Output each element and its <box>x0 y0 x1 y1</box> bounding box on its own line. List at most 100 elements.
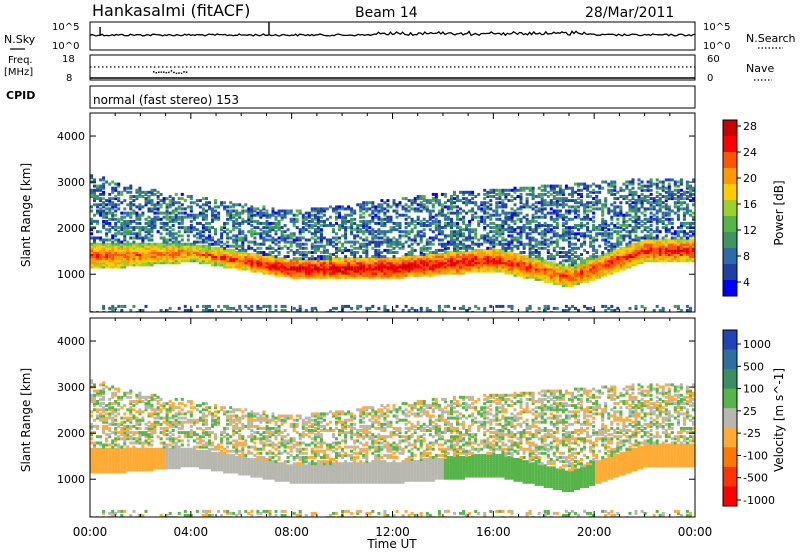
power-cell <box>153 226 157 230</box>
power-cell <box>117 259 121 263</box>
power-cell <box>108 224 112 227</box>
power-cell <box>186 238 190 242</box>
power-cell <box>301 228 305 232</box>
power-cell <box>386 257 390 261</box>
power-cell <box>96 211 99 215</box>
power-cell <box>468 238 472 242</box>
power-cell <box>655 234 659 238</box>
power-cell <box>561 205 565 209</box>
power-cell <box>368 261 372 265</box>
power-cell <box>492 195 496 198</box>
power-cell <box>377 203 381 207</box>
power-cell <box>226 265 230 269</box>
power-cell <box>462 267 466 271</box>
power-cell <box>395 269 399 273</box>
power-cell <box>341 226 345 230</box>
power-cell <box>123 234 127 238</box>
nsky-tick-lo: 10^0 <box>52 41 79 52</box>
power-cell <box>280 215 284 219</box>
power-cell <box>613 246 617 250</box>
power-cell <box>561 221 565 225</box>
power-cell <box>313 271 317 275</box>
power-cell <box>622 188 626 192</box>
power-cell <box>637 178 641 182</box>
power-cell <box>374 263 378 267</box>
power-cell <box>567 205 571 209</box>
power-cell <box>150 244 154 248</box>
power-cell <box>344 265 348 269</box>
power-cell <box>208 309 211 312</box>
power-cell <box>117 203 121 207</box>
power-cell <box>440 267 444 271</box>
power-cell <box>171 253 175 256</box>
power-cell <box>607 182 611 186</box>
nsky-label: N.Sky <box>4 33 36 46</box>
power-cell <box>220 253 224 256</box>
power-cell <box>192 228 196 232</box>
power-cell <box>425 240 429 244</box>
power-cell <box>268 255 272 259</box>
power-cell <box>201 211 205 215</box>
power-cell <box>583 209 587 213</box>
power-cell <box>486 259 490 263</box>
nave-dip-point <box>168 71 170 74</box>
power-cell <box>274 211 278 215</box>
power-cell <box>238 236 242 240</box>
power-cell <box>431 236 435 240</box>
power-cell <box>105 263 109 267</box>
power-cell <box>443 251 447 254</box>
power-cell <box>456 226 459 230</box>
power-cell <box>540 232 544 236</box>
power-cell <box>528 261 532 265</box>
power-cell <box>171 209 175 213</box>
power-cell <box>637 199 641 203</box>
power-cell <box>661 246 665 250</box>
power-cell <box>310 267 314 271</box>
power-cell <box>664 213 668 217</box>
power-cell <box>480 209 484 213</box>
power-cell <box>564 282 568 286</box>
power-cell <box>456 230 459 234</box>
power-cell <box>316 267 320 271</box>
power-cell <box>443 257 447 261</box>
power-cell <box>126 248 130 252</box>
power-cell <box>486 269 490 273</box>
power-cell <box>604 199 608 203</box>
power-cell <box>525 205 529 209</box>
power-cell <box>220 261 224 265</box>
power-cell <box>183 199 187 203</box>
power-cell <box>443 259 447 263</box>
power-cell <box>108 230 112 234</box>
power-cell <box>298 273 302 277</box>
power-cell <box>592 228 596 232</box>
power-cell <box>443 248 447 252</box>
power-cell <box>477 248 481 252</box>
power-cell <box>655 184 659 188</box>
power-cell <box>174 259 178 263</box>
power-cell <box>489 188 493 192</box>
power-cell <box>501 228 505 232</box>
power-cell <box>453 244 456 248</box>
power-cell <box>483 203 487 207</box>
power-cell <box>147 253 151 256</box>
power-cell <box>205 213 208 217</box>
power-cell <box>422 253 426 256</box>
power-cell <box>437 304 441 308</box>
power-cell <box>504 253 508 256</box>
power-cell <box>516 263 520 267</box>
power-cell <box>329 309 332 312</box>
power-cell <box>102 211 106 215</box>
power-cell <box>99 213 103 217</box>
power-cell <box>120 261 124 265</box>
power-cell <box>292 253 296 256</box>
power-cell <box>171 246 175 250</box>
power-cell <box>661 221 665 225</box>
power-cell <box>583 263 587 267</box>
power-cell <box>310 246 314 250</box>
power-cell <box>380 267 384 271</box>
power-cell <box>241 221 245 225</box>
power-cell <box>96 188 99 192</box>
power-cell <box>419 253 423 256</box>
power-cell <box>586 273 590 277</box>
power-cell <box>310 273 314 277</box>
